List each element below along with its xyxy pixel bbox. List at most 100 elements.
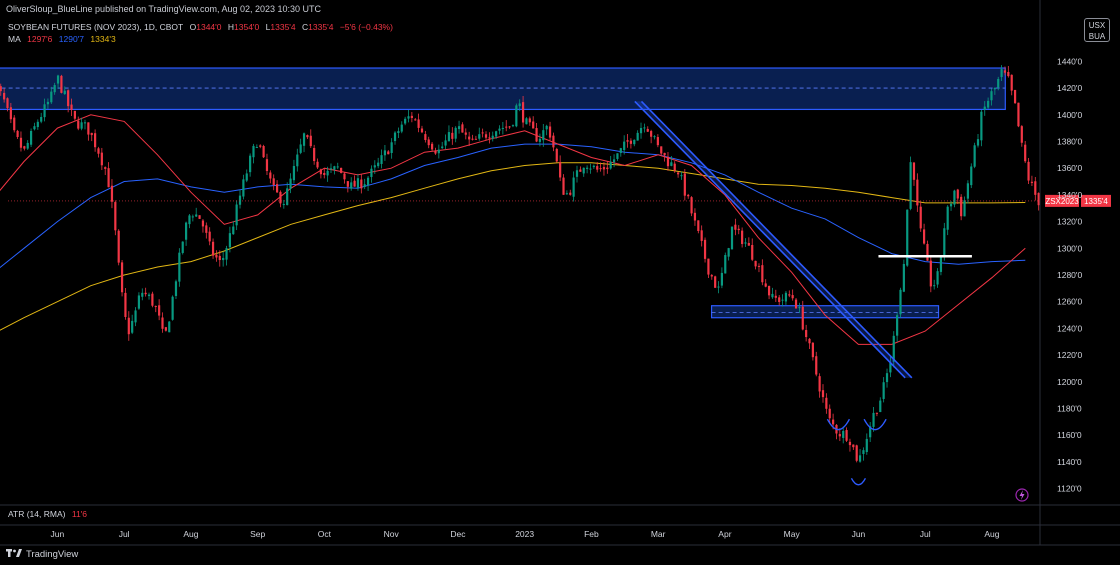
candle-body: [693, 212, 697, 221]
candle-body: [302, 133, 306, 146]
candle-body: [703, 239, 707, 259]
candle-body: [63, 90, 66, 95]
candle-body: [902, 263, 905, 292]
time-tick-label: 2023: [515, 529, 534, 539]
candle-body: [141, 292, 144, 297]
candle-body: [774, 295, 777, 298]
candle-body: [451, 132, 454, 139]
time-tick-label: Nov: [384, 529, 400, 539]
candle-body: [414, 119, 417, 121]
candle-body: [94, 133, 97, 148]
legend-ma-slow: 1334'3: [90, 34, 116, 44]
legend-ma-row: MA 1297'6 1290'7 1334'3: [8, 33, 393, 45]
candle-body: [896, 315, 899, 336]
candle-body: [939, 256, 943, 272]
candle-body: [919, 206, 922, 229]
candle-body: [97, 148, 100, 154]
candle-body: [377, 162, 380, 167]
publisher-line: OliverSloup_BlueLine published on Tradin…: [6, 4, 322, 14]
legend-ma-label[interactable]: MA: [8, 34, 21, 44]
legend-close: 1335'4: [308, 22, 334, 32]
candle-body: [262, 145, 265, 158]
candle-body: [383, 150, 387, 156]
candle-body: [120, 262, 124, 293]
legend-symbol[interactable]: SOYBEAN FUTURES (NOV 2023), 1D, CBOT: [8, 22, 184, 32]
candle-body: [114, 202, 117, 231]
candle-body: [124, 292, 127, 317]
price-tick-label: 1160'0: [1057, 430, 1082, 440]
candle-body: [397, 131, 400, 133]
atr-legend[interactable]: ATR (14, RMA) 11'6: [8, 509, 87, 519]
candle-body: [407, 116, 410, 119]
candle-body: [387, 151, 390, 155]
candle-body: [980, 111, 983, 141]
legend-high-label: H: [227, 22, 235, 32]
candle-body: [73, 110, 76, 119]
candle-body: [838, 434, 841, 437]
candle-body: [43, 104, 46, 118]
price-tick-label: 1260'0: [1057, 297, 1083, 307]
candle-body: [70, 104, 73, 110]
candle-body: [441, 146, 444, 149]
price-tick-label: 1360'0: [1057, 163, 1083, 173]
candle-body: [60, 75, 63, 93]
ma-fast-line: [0, 114, 1026, 345]
candle-body: [110, 185, 114, 202]
chart-series: [0, 65, 1040, 463]
candle-body: [205, 225, 208, 233]
candle-body: [825, 397, 828, 409]
candle-body: [687, 194, 690, 197]
candle-body: [949, 203, 953, 207]
candle-body: [380, 155, 383, 164]
candle-body: [639, 127, 643, 134]
candle-body: [134, 310, 137, 323]
candle-body: [107, 168, 110, 188]
candle-body: [575, 170, 579, 177]
candle-body: [296, 154, 299, 167]
candle-body: [447, 132, 451, 142]
candle-body: [474, 138, 478, 140]
candle-body: [737, 228, 740, 231]
candle-body: [764, 283, 767, 287]
candle-body: [572, 177, 575, 197]
last-price-tag: 1335'4: [1084, 197, 1108, 206]
candle-body: [943, 228, 946, 258]
candle-body: [521, 102, 525, 123]
candle-body: [747, 243, 750, 246]
candle-body: [340, 167, 343, 173]
event-icon[interactable]: [1015, 488, 1029, 502]
brand-label: TradingView: [26, 549, 79, 560]
candle-body: [286, 188, 289, 206]
candle-body: [532, 121, 535, 129]
price-axis: 1440'0 1420'0 1400'0 1380'0 1360'0 1340'0 1320…: [1057, 56, 1083, 493]
candle-body: [0, 86, 2, 92]
candle-body: [356, 178, 360, 188]
time-tick-label: Apr: [718, 529, 731, 539]
candle-body: [201, 220, 205, 227]
candle-body: [794, 299, 798, 309]
candle-body: [518, 103, 521, 107]
candle-body: [427, 139, 430, 146]
candle-body: [885, 373, 889, 383]
tradingview-brand[interactable]: TradingView: [6, 548, 78, 561]
candle-body: [791, 295, 794, 299]
price-tick-label: 1440'0: [1057, 56, 1083, 66]
candle-body: [761, 265, 764, 283]
chart-zones: [0, 67, 1006, 319]
candle-body: [360, 179, 363, 189]
candle-body: [437, 149, 440, 154]
candle-body: [127, 317, 130, 335]
right-shoulder-arc: [863, 418, 887, 431]
support-zone: [710, 305, 940, 319]
candle-body: [865, 438, 868, 453]
currency-unit-button[interactable]: USX BUA: [1084, 18, 1110, 42]
time-axis: MayJunJulAugSepOctNovDec2023FebMarAprMay…: [51, 529, 1000, 539]
candle-body: [872, 412, 875, 427]
candle-body: [444, 140, 447, 146]
candle-body: [225, 248, 228, 260]
candle-body: [16, 130, 19, 137]
candle-body: [488, 137, 491, 139]
legend-open-label: O: [189, 22, 197, 32]
candle-body: [333, 166, 336, 170]
